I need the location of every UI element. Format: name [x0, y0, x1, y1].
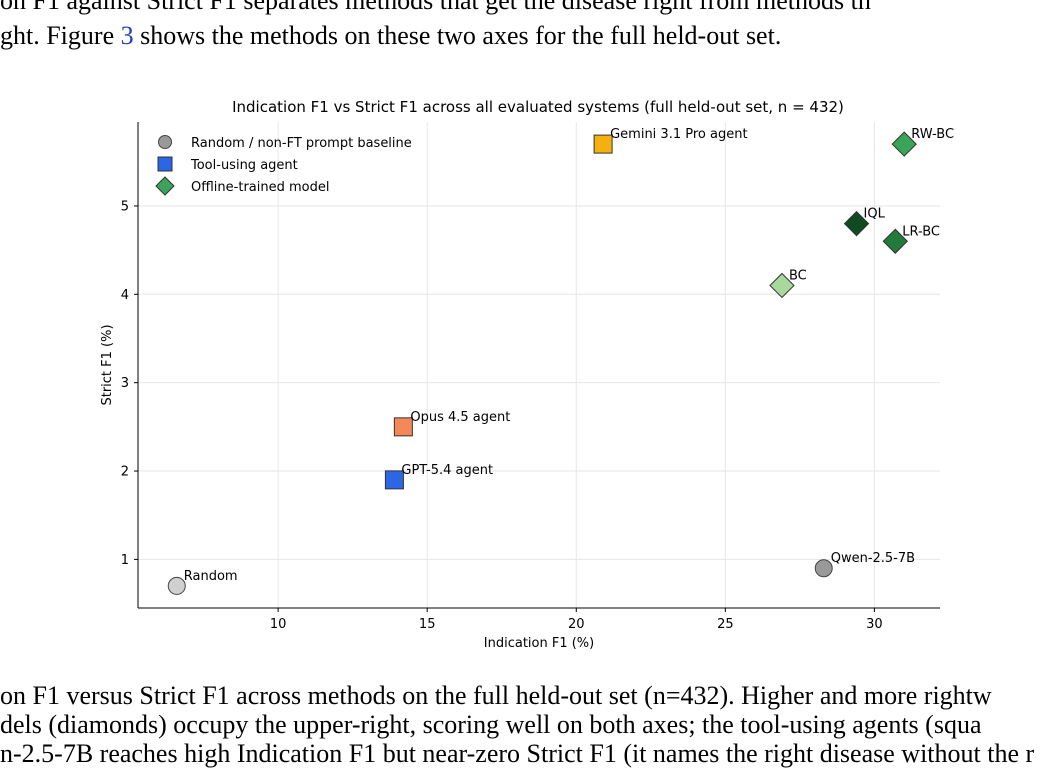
y-tick-label: 2: [121, 465, 129, 480]
x-axis-label: Indication F1 (%): [484, 636, 594, 651]
point-label-bc: BC: [789, 268, 807, 283]
point-random: [167, 576, 186, 595]
x-tick-label: 20: [568, 617, 585, 632]
x-tick-label: 10: [270, 617, 287, 632]
x-tick-label: 15: [419, 617, 436, 632]
point-lr-bc: [882, 228, 908, 254]
paragraph-line-2-start: ght. Figure: [0, 21, 121, 50]
axes: [137, 122, 940, 609]
point-label-opus-4-5-agent: Opus 4.5 agent: [410, 410, 510, 425]
y-tick-label: 5: [121, 199, 129, 214]
point-gpt-5-4-agent: [384, 470, 404, 490]
chart-title: Indication F1 vs Strict F1 across all ev…: [232, 98, 844, 116]
point-label-gpt-5-4-agent: GPT-5.4 agent: [401, 463, 493, 478]
legend-marker-offline-trained-model: [155, 176, 175, 196]
data-points: Random Qwen-2.5-7B GPT-5.4 agent Opus 4.5 a…: [167, 127, 954, 595]
y-axis-label: Strict F1 (%): [100, 324, 115, 405]
caption-line-2: dels (diamonds) occupy the upper-right, …: [0, 710, 982, 739]
paragraph-line-2: ght. Figure 3 shows the methods on these…: [0, 21, 1056, 51]
point-label-random: Random: [184, 569, 238, 584]
legend-marker-random-non-ft-prompt-baseline: [158, 135, 172, 149]
point-label-iql: IQL: [864, 207, 886, 222]
y-tick-label: 4: [121, 288, 129, 303]
axis-ticks: 10 15 20 25 30 1 2 3 4 5: [121, 199, 883, 632]
y-tick-label: 1: [121, 553, 129, 568]
legend: Random / non-FT prompt baseline Tool-usin…: [155, 135, 412, 196]
grid-lines: [138, 122, 940, 608]
point-label-lr-bc: LR-BC: [902, 224, 940, 239]
point-rw-bc: [891, 131, 917, 157]
legend-label-random-non-ft-prompt-baseline: Random / non-FT prompt baseline: [191, 136, 412, 151]
point-gemini-3-1-pro-agent: [593, 134, 613, 154]
x-tick-label: 30: [866, 617, 883, 632]
paragraph-line-1: on F1 against Strict F1 separates method…: [0, 0, 871, 15]
point-qwen-2-5-7b: [814, 559, 833, 578]
caption-line-1: on F1 versus Strict F1 across methods on…: [0, 681, 992, 710]
point-label-rw-bc: RW-BC: [911, 127, 954, 142]
x-tick-label: 25: [717, 617, 734, 632]
legend-label-tool-using-agent: Tool-using agent: [190, 158, 298, 173]
y-tick-label: 3: [121, 376, 129, 391]
legend-label-offline-trained-model: Offline-trained model: [191, 180, 329, 195]
point-label-gemini-3-1-pro-agent: Gemini 3.1 Pro agent: [610, 127, 747, 142]
point-label-qwen-2-5-7b: Qwen-2.5-7B: [831, 551, 915, 566]
paragraph-line-2-end: shows the methods on these two axes for …: [133, 21, 782, 50]
scatter-figure: Indication F1 vs Strict F1 across all ev…: [0, 90, 1056, 670]
legend-marker-tool-using-agent: [157, 156, 173, 172]
point-iql: [843, 210, 870, 237]
point-bc: [769, 272, 795, 299]
caption-line-3: n-2.5-7B reaches high Indication F1 but …: [0, 739, 1035, 768]
figure-reference-link[interactable]: 3: [120, 21, 134, 50]
point-opus-4-5-agent: [393, 417, 413, 437]
scatter-chart: Indication F1 vs Strict F1 across all ev…: [100, 98, 954, 651]
